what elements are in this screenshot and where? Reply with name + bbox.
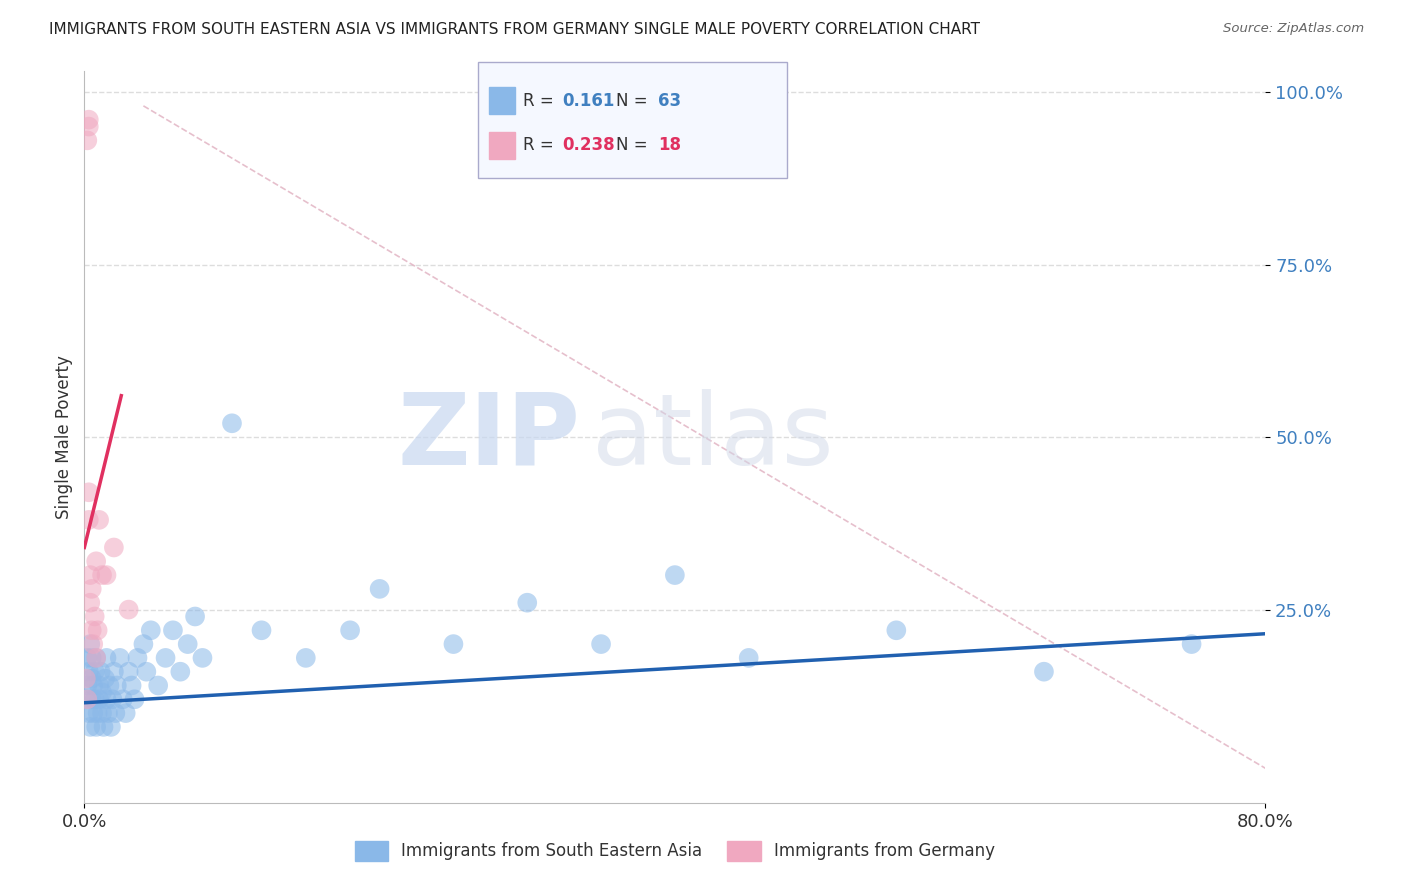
Point <box>83 665 105 679</box>
Point <box>80 582 103 596</box>
Point <box>114 706 136 720</box>
Point <box>84 651 107 665</box>
Point <box>100 720 122 734</box>
Point <box>87 692 111 706</box>
Point <box>75 672 97 686</box>
Point <box>75 692 97 706</box>
Point <box>76 133 98 147</box>
Point <box>368 582 391 596</box>
Point <box>84 720 107 734</box>
Point <box>82 706 104 720</box>
Point <box>184 609 207 624</box>
Text: N =: N = <box>616 92 652 110</box>
Point <box>76 692 98 706</box>
Point <box>80 651 103 665</box>
Point <box>77 706 100 720</box>
Point <box>169 665 191 679</box>
Point <box>79 637 101 651</box>
Point <box>96 692 118 706</box>
Point <box>339 624 361 638</box>
Point <box>516 596 538 610</box>
Point <box>139 624 162 638</box>
Text: N =: N = <box>616 136 652 154</box>
Point <box>118 665 141 679</box>
Point <box>121 678 143 692</box>
Point <box>84 554 107 568</box>
Point <box>97 706 120 720</box>
Point <box>105 678 128 692</box>
Point <box>132 637 155 651</box>
Point <box>77 665 100 679</box>
Point <box>87 513 111 527</box>
Point <box>295 651 318 665</box>
Point <box>177 637 200 651</box>
Text: R =: R = <box>523 136 560 154</box>
Point <box>77 485 100 500</box>
Point <box>91 568 114 582</box>
Point <box>76 678 98 692</box>
Point <box>96 651 118 665</box>
Point <box>148 678 170 692</box>
Point <box>82 637 104 651</box>
Text: atlas: atlas <box>592 389 834 485</box>
Point <box>86 624 108 638</box>
Point <box>79 568 101 582</box>
Point <box>250 624 273 638</box>
Point <box>77 112 100 127</box>
Text: Source: ZipAtlas.com: Source: ZipAtlas.com <box>1223 22 1364 36</box>
Point <box>738 651 761 665</box>
Point <box>591 637 613 651</box>
Point <box>108 651 131 665</box>
Point <box>80 692 103 706</box>
Point <box>86 706 108 720</box>
Point <box>443 637 465 651</box>
Text: R =: R = <box>523 92 560 110</box>
Text: 0.238: 0.238 <box>562 136 614 154</box>
Point <box>91 685 114 699</box>
Point <box>84 651 107 665</box>
Point <box>127 651 149 665</box>
Point <box>87 678 111 692</box>
Point <box>90 665 112 679</box>
Text: ZIP: ZIP <box>398 389 581 485</box>
Point <box>80 624 103 638</box>
Point <box>79 596 101 610</box>
Point <box>118 602 141 616</box>
Legend: Immigrants from South Eastern Asia, Immigrants from Germany: Immigrants from South Eastern Asia, Immi… <box>347 834 1002 868</box>
Point <box>1033 665 1056 679</box>
Point <box>91 706 114 720</box>
Y-axis label: Single Male Poverty: Single Male Poverty <box>55 355 73 519</box>
Point <box>162 624 184 638</box>
Point <box>124 692 146 706</box>
Point <box>82 678 104 692</box>
Point <box>664 568 686 582</box>
Point <box>104 706 127 720</box>
Point <box>83 692 105 706</box>
Point <box>135 665 157 679</box>
Point <box>886 624 908 638</box>
Text: 0.161: 0.161 <box>562 92 614 110</box>
Point <box>93 720 115 734</box>
Point <box>83 609 105 624</box>
Point <box>80 672 103 686</box>
Point <box>1181 637 1204 651</box>
Text: IMMIGRANTS FROM SOUTH EASTERN ASIA VS IMMIGRANTS FROM GERMANY SINGLE MALE POVERT: IMMIGRANTS FROM SOUTH EASTERN ASIA VS IM… <box>49 22 980 37</box>
Point <box>221 417 243 431</box>
Point <box>191 651 214 665</box>
Point <box>111 692 134 706</box>
Point <box>103 541 125 555</box>
Point <box>77 513 100 527</box>
Point <box>98 678 121 692</box>
Point <box>101 692 124 706</box>
Text: 18: 18 <box>658 136 681 154</box>
Point <box>79 720 101 734</box>
Point <box>103 665 125 679</box>
Text: 63: 63 <box>658 92 681 110</box>
Point <box>94 672 117 686</box>
Point <box>76 651 98 665</box>
Point <box>77 120 100 134</box>
Point <box>96 568 118 582</box>
Point <box>155 651 177 665</box>
